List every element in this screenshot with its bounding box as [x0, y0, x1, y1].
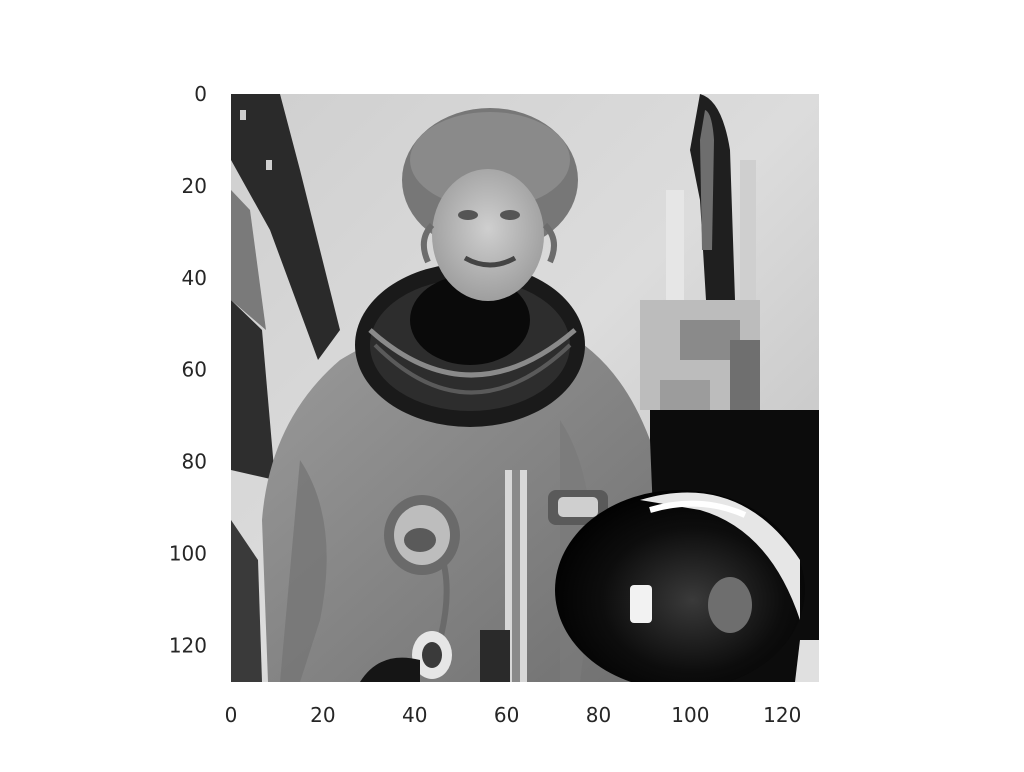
y-tick-label: 0 [194, 82, 207, 106]
astronaut-image [231, 94, 819, 682]
y-tick-label: 100 [169, 541, 207, 565]
y-tick-label: 120 [169, 633, 207, 657]
x-tick-label: 80 [586, 703, 611, 727]
y-tick-label: 60 [182, 358, 207, 382]
flag-left [231, 94, 340, 682]
shuttle-model [640, 94, 760, 420]
x-tick-label: 120 [763, 703, 801, 727]
x-axis: 0 20 40 60 80 100 120 [225, 703, 802, 727]
x-tick-label: 100 [671, 703, 709, 727]
x-tick-label: 20 [310, 703, 335, 727]
y-tick-label: 80 [182, 450, 207, 474]
x-tick-label: 0 [225, 703, 238, 727]
astronaut-head [402, 108, 578, 301]
y-tick-label: 40 [182, 266, 207, 290]
y-tick-label: 20 [182, 174, 207, 198]
y-axis: 0 20 40 60 80 100 120 [169, 82, 207, 657]
x-tick-label: 60 [494, 703, 519, 727]
x-tick-label: 40 [402, 703, 427, 727]
helmet [555, 490, 819, 682]
